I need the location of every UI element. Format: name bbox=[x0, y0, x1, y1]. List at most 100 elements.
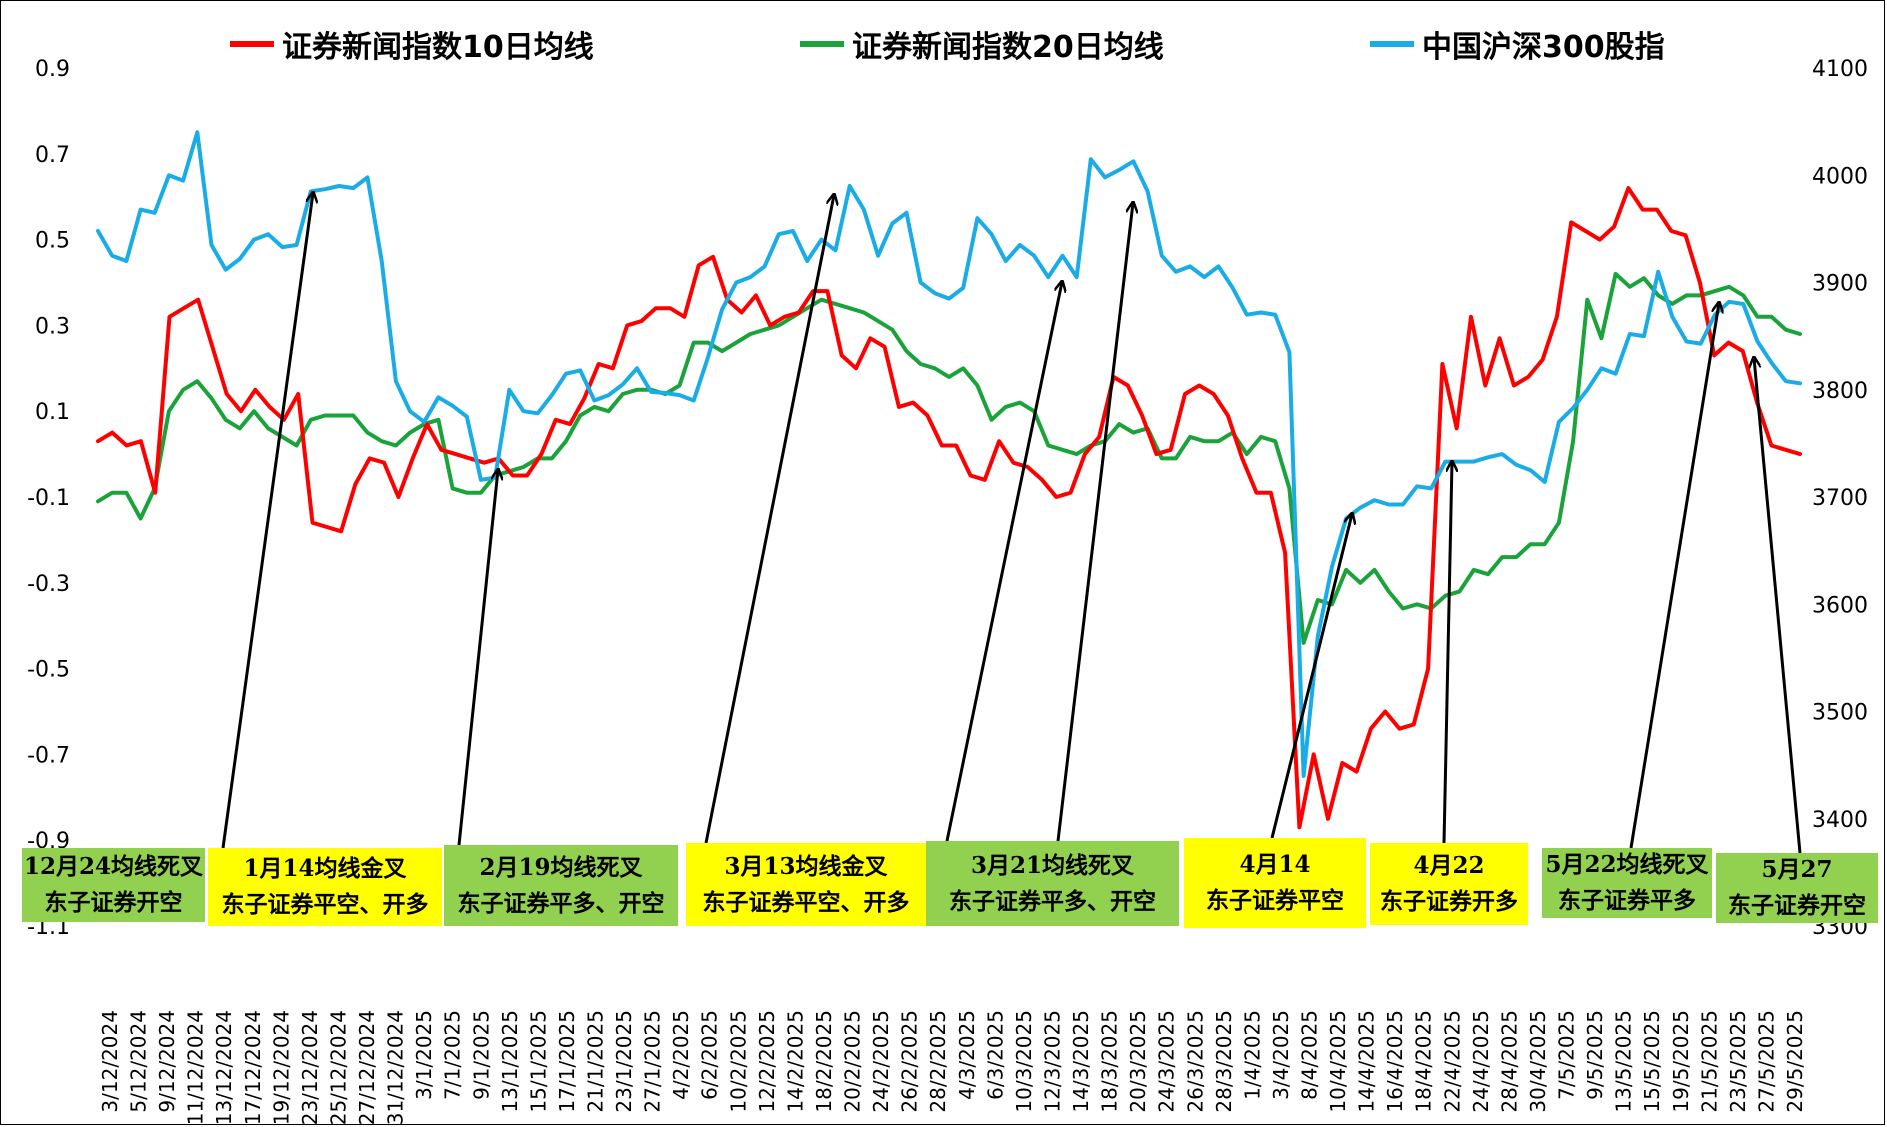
x-tick-label: 19/12/2024 bbox=[269, 1010, 293, 1125]
annotation-box: 2月19均线死叉 东子证券平多、开空 bbox=[444, 845, 678, 926]
series-line bbox=[96, 186, 1802, 830]
x-tick-label: 31/12/2024 bbox=[384, 1010, 408, 1125]
x-tick-label: 9/12/2024 bbox=[155, 1010, 179, 1113]
x-tick-label: 3/4/2025 bbox=[1269, 1010, 1293, 1100]
x-tick-label: 17/12/2024 bbox=[241, 1010, 265, 1125]
annotation-line2: 东子证券平多 bbox=[1558, 887, 1696, 914]
annotation-box: 1月14均线金叉 东子证券平空、开多 bbox=[208, 848, 442, 926]
annotation-line2: 东子证券平多、开空 bbox=[949, 887, 1156, 915]
x-tick-label: 12/3/2025 bbox=[1040, 1010, 1064, 1113]
x-tick-label: 22/4/2025 bbox=[1440, 1010, 1464, 1113]
legend-swatch-red bbox=[230, 41, 274, 47]
x-tick-label: 4/3/2025 bbox=[955, 1010, 979, 1100]
x-tick-label: 4/2/2025 bbox=[669, 1010, 693, 1100]
legend-item-10day-ma: 证券新闻指数10日均线 bbox=[230, 22, 594, 66]
x-tick-label: 20/3/2025 bbox=[1126, 1010, 1150, 1113]
y-right-tick-label: 4000 bbox=[1812, 164, 1868, 189]
y-left-tick-label: -0.3 bbox=[27, 572, 70, 597]
annotation-arrow bbox=[945, 282, 1062, 842]
chart-legend: 证券新闻指数10日均线 证券新闻指数20日均线 中国沪深300股指 bbox=[0, 22, 1887, 72]
x-tick-label: 7/5/2025 bbox=[1555, 1010, 1579, 1100]
x-tick-label: 27/5/2025 bbox=[1754, 1010, 1778, 1113]
x-tick-label: 9/1/2025 bbox=[469, 1010, 493, 1100]
x-tick-label: 6/3/2025 bbox=[983, 1010, 1007, 1100]
y-left-tick-label: 0.5 bbox=[35, 229, 70, 254]
x-tick-label: 18/4/2025 bbox=[1412, 1010, 1436, 1113]
x-tick-label: 8/4/2025 bbox=[1297, 1010, 1321, 1100]
legend-label-20day-ma: 证券新闻指数20日均线 bbox=[852, 30, 1164, 65]
annotation-line1: 4月14 bbox=[1239, 851, 1311, 878]
x-tick-label: 14/4/2025 bbox=[1355, 1010, 1379, 1113]
x-tick-label: 18/3/2025 bbox=[1098, 1010, 1122, 1113]
series-layer bbox=[96, 130, 1802, 830]
y-right-tick-label: 3500 bbox=[1812, 701, 1868, 726]
y-left-tick-label: -0.5 bbox=[27, 658, 70, 683]
x-tick-label: 24/4/2025 bbox=[1469, 1010, 1493, 1113]
x-tick-label: 7/1/2025 bbox=[441, 1010, 465, 1100]
x-tick-label: 26/2/2025 bbox=[898, 1010, 922, 1113]
x-tick-label: 24/3/2025 bbox=[1155, 1010, 1179, 1113]
x-tick-label: 10/4/2025 bbox=[1326, 1010, 1350, 1113]
x-tick-label: 19/5/2025 bbox=[1669, 1010, 1693, 1113]
annotation-arrow bbox=[457, 470, 498, 846]
annotation-box: 5月27 东子证券开空 bbox=[1716, 853, 1878, 923]
annotation-line1: 5月22均线死叉 bbox=[1545, 851, 1709, 878]
y-right-tick-label: 3600 bbox=[1812, 593, 1868, 618]
annotation-line1: 5月27 bbox=[1761, 856, 1833, 883]
x-tick-label: 24/2/2025 bbox=[869, 1010, 893, 1113]
x-tick-label: 23/1/2025 bbox=[612, 1010, 636, 1113]
x-tick-label: 30/4/2025 bbox=[1526, 1010, 1550, 1113]
annotation-arrow bbox=[1754, 358, 1802, 854]
x-tick-label: 16/4/2025 bbox=[1383, 1010, 1407, 1113]
x-tick-label: 9/5/2025 bbox=[1583, 1010, 1607, 1100]
annotation-box: 3月13均线金叉 东子证券平空、开多 bbox=[686, 843, 926, 926]
annotation-box: 12月24均线死叉 东子证券开空 bbox=[22, 848, 205, 922]
x-tick-label: 13/5/2025 bbox=[1612, 1010, 1636, 1113]
y-left-tick-label: 0.3 bbox=[35, 314, 70, 339]
legend-swatch-green bbox=[800, 41, 844, 47]
x-tick-label: 28/2/2025 bbox=[926, 1010, 950, 1113]
x-tick-label: 18/2/2025 bbox=[812, 1010, 836, 1113]
axes-layer: 0.90.70.50.30.1-0.1-0.3-0.5-0.7-0.9-1.14… bbox=[27, 57, 1868, 1125]
y-right-tick-label: 3900 bbox=[1812, 272, 1868, 297]
x-tick-label: 20/2/2025 bbox=[841, 1010, 865, 1113]
series-line bbox=[96, 271, 1802, 645]
x-tick-label: 23/12/2024 bbox=[298, 1010, 322, 1125]
x-tick-label: 28/3/2025 bbox=[1212, 1010, 1236, 1113]
annotation-box: 4月22 东子证券开多 bbox=[1370, 843, 1528, 925]
x-tick-label: 3/1/2025 bbox=[412, 1010, 436, 1100]
x-tick-label: 27/12/2024 bbox=[355, 1010, 379, 1125]
annotation-box: 5月22均线死叉 东子证券平多 bbox=[1542, 848, 1712, 918]
x-tick-label: 6/2/2025 bbox=[698, 1010, 722, 1100]
x-tick-label: 12/2/2025 bbox=[755, 1010, 779, 1113]
x-tick-label: 21/5/2025 bbox=[1697, 1010, 1721, 1113]
y-left-tick-label: 0.1 bbox=[35, 400, 70, 425]
annotation-arrow bbox=[1629, 303, 1719, 849]
x-tick-label: 29/5/2025 bbox=[1783, 1010, 1807, 1113]
annotation-arrow bbox=[1270, 514, 1352, 839]
legend-label-10day-ma: 证券新闻指数10日均线 bbox=[282, 30, 594, 65]
y-left-tick-label: -0.7 bbox=[27, 743, 70, 768]
y-left-tick-label: 0.9 bbox=[35, 57, 70, 82]
y-right-tick-label: 4100 bbox=[1812, 57, 1868, 82]
x-tick-label: 28/4/2025 bbox=[1497, 1010, 1521, 1113]
annotation-line1: 12月24均线死叉 bbox=[23, 853, 203, 880]
annotation-line1: 3月21均线死叉 bbox=[970, 851, 1134, 879]
legend-item-csi300: 中国沪深300股指 bbox=[1370, 22, 1665, 66]
legend-swatch-blue bbox=[1370, 41, 1414, 47]
annotation-box: 3月21均线死叉 东子证券平多、开空 bbox=[926, 841, 1179, 926]
y-right-tick-label: 3800 bbox=[1812, 379, 1868, 404]
x-tick-label: 27/1/2025 bbox=[641, 1010, 665, 1113]
annotation-line1: 4月22 bbox=[1413, 852, 1485, 879]
x-tick-label: 25/12/2024 bbox=[326, 1010, 350, 1125]
x-tick-label: 23/5/2025 bbox=[1726, 1010, 1750, 1113]
x-tick-label: 26/3/2025 bbox=[1183, 1010, 1207, 1113]
x-tick-label: 11/12/2024 bbox=[184, 1010, 208, 1125]
legend-item-20day-ma: 证券新闻指数20日均线 bbox=[800, 22, 1164, 66]
x-tick-label: 13/12/2024 bbox=[212, 1010, 236, 1125]
series-line bbox=[96, 130, 1802, 778]
annotation-line2: 东子证券平空 bbox=[1206, 887, 1344, 914]
annotation-arrow bbox=[1442, 462, 1452, 844]
x-tick-label: 1/4/2025 bbox=[1240, 1010, 1264, 1100]
